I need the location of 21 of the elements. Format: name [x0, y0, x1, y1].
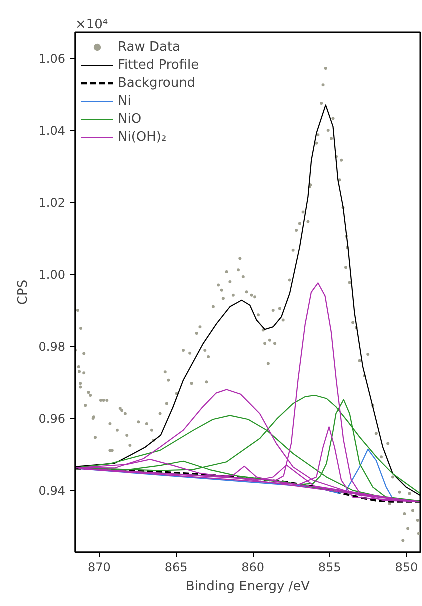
legend-label: Raw Data: [118, 38, 181, 56]
y-axis-title: CPS: [16, 280, 31, 306]
text: ×10⁴: [76, 18, 108, 32]
y-tick-label: 0.94: [38, 484, 66, 498]
y-tick-label: 1.02: [38, 196, 66, 210]
x-tick-label: 870: [88, 560, 111, 574]
y-tick-label: 0.96: [38, 412, 66, 426]
y-tick-label: 1.04: [38, 124, 66, 138]
legend-label: Ni(OH)₂: [118, 128, 167, 146]
y-tick-label: 1.00: [38, 268, 66, 282]
legend-label: NiO: [118, 110, 142, 128]
x-tick-label: 850: [395, 560, 418, 574]
x-axis-title: Binding Energy /eV: [186, 580, 310, 594]
x-tick-label: 855: [318, 560, 342, 574]
legend-label: Ni: [118, 92, 132, 110]
legend-label: Background: [118, 74, 196, 92]
x-tick-label: 860: [242, 560, 265, 574]
y-tick-label: 1.06: [38, 52, 66, 66]
x-tick-label: 865: [164, 560, 188, 574]
legend-label: Fitted Profile: [118, 56, 200, 74]
y-tick-label: 0.98: [38, 340, 66, 354]
